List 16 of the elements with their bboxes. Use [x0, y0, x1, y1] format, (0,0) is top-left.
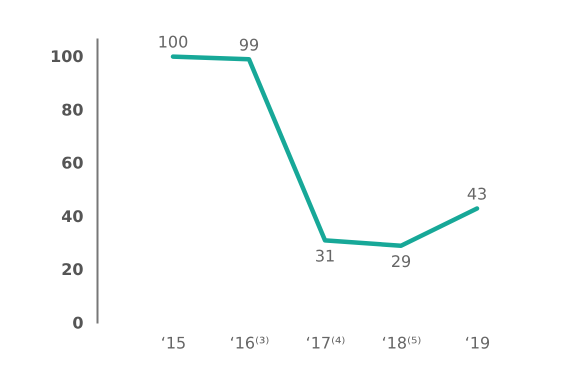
x-tick-label: ‘19	[464, 334, 490, 352]
data-label: 99	[238, 35, 260, 54]
data-label: 43	[466, 184, 488, 204]
y-tick-label: 0	[72, 314, 84, 332]
x-tick-label: ‘16⁽³⁾	[230, 334, 270, 352]
data-label: 100	[158, 32, 188, 52]
y-tick-label: 100	[50, 47, 84, 66]
y-tick-label: 40	[61, 206, 84, 226]
y-tick-label: 20	[61, 260, 84, 280]
data-label: 29	[390, 252, 412, 271]
data-label: 31	[314, 246, 336, 266]
y-tick-label: 60	[61, 154, 84, 173]
x-tick-label: ‘18⁽⁵⁾	[382, 334, 422, 352]
y-tick-label: 80	[61, 100, 84, 120]
x-tick-label: ‘17⁽⁴⁾	[306, 334, 346, 352]
x-tick-label: ‘15	[160, 334, 186, 352]
